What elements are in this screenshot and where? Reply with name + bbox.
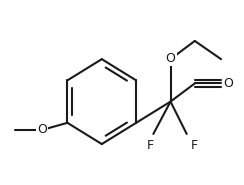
Text: O: O bbox=[166, 52, 175, 65]
Text: O: O bbox=[223, 77, 233, 90]
Text: F: F bbox=[147, 139, 154, 152]
Text: O: O bbox=[37, 123, 47, 136]
Text: F: F bbox=[191, 139, 198, 152]
